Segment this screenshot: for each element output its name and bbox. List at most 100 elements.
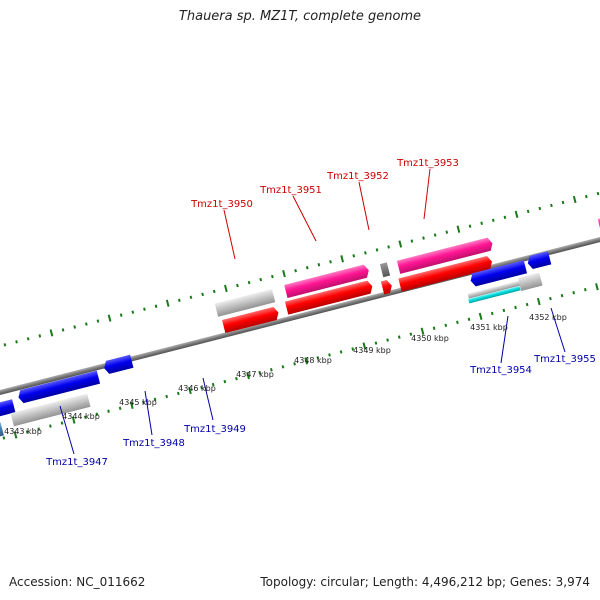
minor-tick	[38, 334, 42, 338]
leader-tmz1t-3953	[423, 168, 431, 220]
reverse-strand-ticks	[2, 283, 599, 440]
minor-tick	[84, 322, 88, 326]
genome-summary: Topology: circular; Length: 4,496,212 bp…	[260, 575, 590, 589]
leader-tmz1t-3949	[202, 377, 214, 421]
major-tick	[304, 357, 309, 365]
minor-tick	[433, 233, 437, 237]
minor-tick	[143, 307, 146, 311]
minor-tick	[294, 268, 297, 273]
gene-tmz1t-3948	[10, 393, 91, 427]
major-tick	[420, 327, 425, 335]
minor-tick	[95, 412, 99, 416]
minor-tick	[456, 320, 459, 325]
minor-tick	[572, 290, 576, 295]
blue-gene-e	[527, 251, 552, 270]
minor-tick	[374, 341, 378, 345]
minor-tick	[397, 335, 401, 339]
kbp-label: 4343 kbp	[4, 427, 42, 436]
kbp-label: 4351 kbp	[470, 323, 508, 332]
minor-tick	[561, 200, 565, 205]
minor-tick	[422, 236, 425, 240]
blue-gene-d	[470, 260, 528, 287]
gene-tmz1t-3954	[468, 285, 521, 304]
minor-tick	[83, 415, 87, 419]
minor-tick	[387, 245, 390, 249]
minor-tick	[25, 430, 29, 434]
minor-tick	[259, 277, 263, 282]
gene-label-tmz1t-3948: Tmz1t_3948	[122, 438, 185, 449]
minor-tick	[119, 313, 123, 317]
minor-tick	[258, 371, 262, 375]
minor-tick	[329, 260, 332, 264]
kbp-label: 4346 kbp	[178, 384, 216, 393]
minor-tick	[176, 391, 180, 396]
major-tick	[282, 269, 286, 278]
kbp-label: 4350 kbp	[411, 334, 449, 343]
minor-tick	[49, 424, 52, 428]
minor-tick	[26, 337, 30, 341]
minor-tick	[165, 394, 169, 399]
major-tick	[478, 312, 483, 321]
minor-tick	[490, 311, 494, 316]
kbp-label: 4347 kbp	[236, 370, 274, 379]
minor-tick	[432, 326, 436, 330]
minor-tick	[525, 302, 529, 307]
major-tick	[514, 210, 519, 218]
gene-tmz1t-3950	[222, 306, 279, 334]
minor-tick	[316, 356, 320, 360]
leader-lines	[59, 168, 566, 455]
forward-strand-ticks	[3, 191, 600, 347]
minor-tick	[107, 409, 110, 413]
minor-tick	[445, 230, 449, 234]
major-tick	[224, 284, 228, 293]
accession-label: Accession: NC_011662	[9, 575, 146, 589]
minor-tick	[444, 323, 448, 327]
minor-tick	[37, 427, 41, 431]
major-tick	[71, 416, 76, 424]
minor-tick	[200, 385, 203, 390]
minor-tick	[177, 298, 181, 303]
minor-tick	[584, 194, 588, 199]
minor-tick	[409, 332, 413, 336]
kbp-label: 4349 kbp	[353, 346, 391, 355]
major-tick	[362, 342, 367, 350]
gene-tmz1t-3951-rna	[284, 264, 369, 299]
minor-tick	[60, 421, 64, 425]
minor-tick	[514, 305, 517, 310]
gene-tmz1t-3952	[380, 279, 392, 295]
minor-tick	[491, 218, 495, 222]
genome-backbone	[0, 181, 600, 446]
gene-label-tmz1t-3955: Tmz1t_3955	[533, 354, 596, 365]
minor-tick	[503, 215, 507, 220]
minor-tick	[269, 368, 273, 372]
minor-tick	[15, 340, 18, 344]
minor-tick	[3, 343, 7, 347]
minor-tick	[526, 209, 530, 214]
leader-tmz1t-3947	[59, 405, 75, 455]
gene-tmz1t-3955	[517, 272, 543, 291]
minor-tick	[236, 283, 239, 288]
minor-tick	[131, 310, 135, 314]
minor-tick	[328, 353, 331, 357]
minor-tick	[211, 382, 215, 387]
blue-gene-b	[18, 370, 101, 404]
minor-tick	[560, 293, 564, 298]
kbp-label: 4345 kbp	[119, 398, 157, 407]
minor-tick	[352, 254, 356, 258]
minor-tick	[538, 206, 542, 211]
minor-tick	[223, 379, 227, 384]
minor-tick	[201, 292, 204, 297]
kbp-label: 4348 kbp	[294, 356, 332, 365]
gene-tmz1t-3951	[284, 280, 373, 315]
major-tick	[129, 401, 134, 409]
gene-tmz1t-3953	[398, 255, 492, 292]
leader-tmz1t-3955	[550, 307, 566, 353]
minor-tick	[596, 191, 600, 196]
gene-label-tmz1t-3947: Tmz1t_3947	[45, 457, 108, 468]
minor-tick	[467, 317, 471, 322]
gene-label-tmz1t-3950: Tmz1t_3950	[190, 199, 253, 210]
minor-tick	[364, 251, 367, 255]
minor-tick	[247, 280, 251, 285]
minor-tick	[2, 436, 6, 440]
leader-tmz1t-3950	[223, 209, 236, 260]
